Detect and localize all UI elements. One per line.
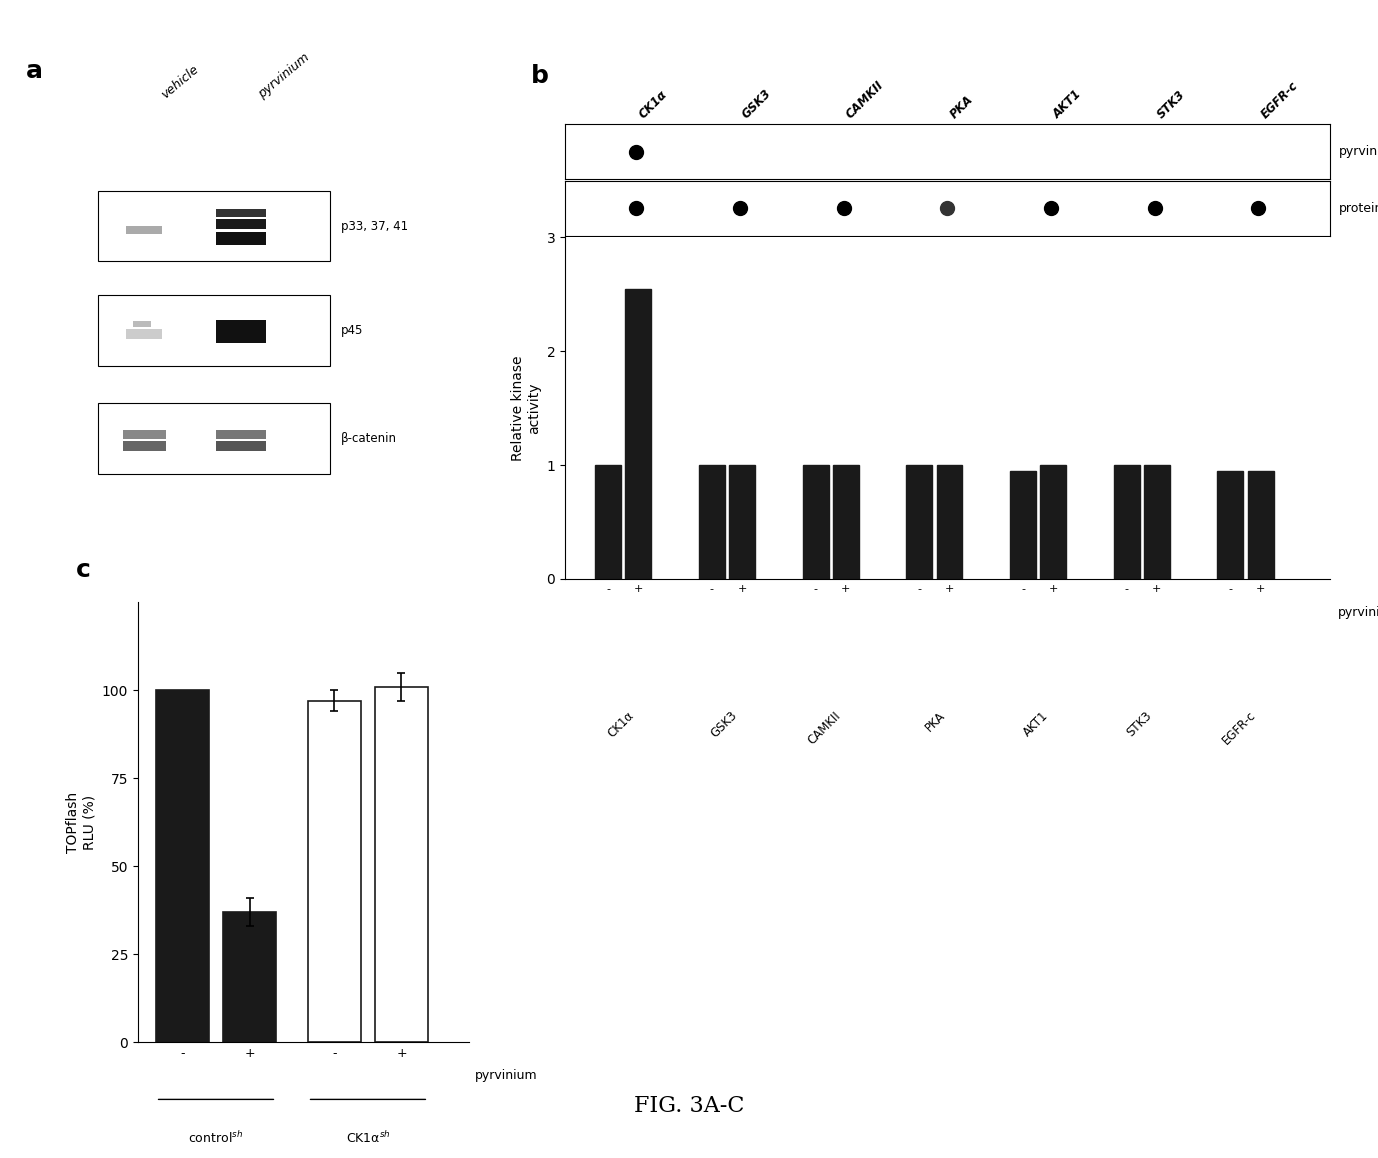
Text: pyrvinium: pyrvinium bbox=[255, 51, 311, 101]
Text: b: b bbox=[531, 64, 548, 88]
Bar bbox=[1040, 466, 1067, 579]
Text: β-catenin: β-catenin bbox=[342, 432, 397, 445]
Bar bbox=[98, 295, 331, 366]
Bar bbox=[127, 329, 163, 338]
Text: pyrvinium: pyrvinium bbox=[475, 1069, 537, 1082]
Bar bbox=[123, 431, 165, 439]
Bar bbox=[626, 288, 652, 579]
Text: AKT1: AKT1 bbox=[1021, 709, 1051, 739]
Bar bbox=[1217, 471, 1243, 579]
Bar bbox=[216, 441, 266, 452]
Text: FIG. 3A-C: FIG. 3A-C bbox=[634, 1095, 744, 1117]
Text: CAMKII: CAMKII bbox=[843, 79, 886, 122]
Bar bbox=[216, 233, 266, 244]
Text: vehicle: vehicle bbox=[158, 63, 201, 101]
Bar bbox=[1010, 471, 1036, 579]
Text: GSK3: GSK3 bbox=[740, 87, 774, 122]
Text: AKT1: AKT1 bbox=[1051, 88, 1084, 122]
Bar bbox=[216, 219, 266, 229]
Text: control$^{sh}$: control$^{sh}$ bbox=[189, 1130, 244, 1146]
Bar bbox=[134, 321, 152, 327]
Y-axis label: Relative kinase
activity: Relative kinase activity bbox=[511, 356, 540, 461]
Text: CK1α: CK1α bbox=[605, 709, 637, 740]
Text: pyrvinium: pyrvinium bbox=[1338, 145, 1378, 159]
Bar bbox=[907, 466, 933, 579]
Text: PKA: PKA bbox=[948, 94, 976, 122]
Bar bbox=[216, 210, 266, 217]
Bar bbox=[1144, 466, 1170, 579]
Bar bbox=[223, 913, 277, 1042]
Text: CK1α$^{sh}$: CK1α$^{sh}$ bbox=[346, 1130, 390, 1146]
Bar bbox=[595, 466, 621, 579]
Bar bbox=[98, 403, 331, 474]
Text: STK3: STK3 bbox=[1124, 709, 1155, 739]
Bar bbox=[123, 441, 165, 452]
Text: a: a bbox=[26, 59, 43, 83]
Bar bbox=[1113, 466, 1140, 579]
Text: p45: p45 bbox=[342, 324, 364, 337]
Text: PKA: PKA bbox=[922, 709, 948, 734]
Text: p33, 37, 41: p33, 37, 41 bbox=[342, 220, 408, 233]
Text: CAMKII: CAMKII bbox=[806, 709, 843, 747]
Bar bbox=[937, 466, 962, 579]
Text: pyrvinium: pyrvinium bbox=[1338, 607, 1378, 620]
Text: EGFR-c: EGFR-c bbox=[1258, 80, 1301, 122]
Bar bbox=[127, 226, 163, 234]
Bar bbox=[832, 466, 858, 579]
Bar bbox=[216, 320, 266, 343]
Bar bbox=[1247, 471, 1273, 579]
Bar bbox=[375, 687, 429, 1042]
Text: c: c bbox=[76, 558, 91, 582]
Text: CK1α: CK1α bbox=[637, 88, 670, 122]
Bar bbox=[216, 431, 266, 439]
Text: EGFR-c: EGFR-c bbox=[1220, 709, 1258, 747]
Bar bbox=[699, 466, 725, 579]
Bar bbox=[98, 191, 331, 262]
Bar bbox=[729, 466, 755, 579]
Text: protein: protein bbox=[1338, 201, 1378, 215]
Bar bbox=[307, 701, 361, 1042]
Bar bbox=[802, 466, 828, 579]
Text: GSK3: GSK3 bbox=[708, 709, 740, 740]
Text: STK3: STK3 bbox=[1155, 88, 1188, 122]
Y-axis label: TOPflash
RLU (%): TOPflash RLU (%) bbox=[66, 792, 96, 852]
Bar bbox=[156, 690, 209, 1042]
